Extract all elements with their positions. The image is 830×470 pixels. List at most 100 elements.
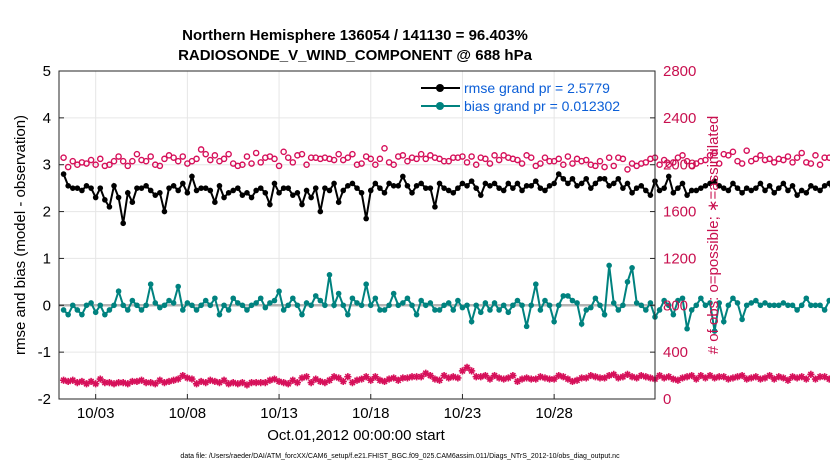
- bias-point: [730, 295, 736, 302]
- obs-assimilated-point: [821, 373, 829, 381]
- bias-point: [808, 302, 814, 309]
- legend-bias-marker: [436, 102, 444, 110]
- obs-assimilated-mark: [724, 375, 732, 383]
- rmse-point: [294, 190, 301, 196]
- bias-point: [725, 302, 732, 309]
- obs-assimilated-point: [422, 369, 430, 377]
- left-tick-label: -2: [38, 391, 51, 408]
- rmse-point: [757, 180, 764, 187]
- obs-possible-point: [225, 150, 232, 158]
- bias-point: [789, 302, 796, 309]
- bias-point: [647, 300, 654, 306]
- obs-assimilated-mark: [458, 367, 467, 375]
- obs-assimilated-point: [92, 380, 100, 388]
- obs-possible-point: [372, 161, 379, 169]
- bias-point: [468, 318, 475, 325]
- rmse-point: [661, 185, 667, 191]
- bias-point: [496, 307, 502, 313]
- obs-assimilated-point: [302, 373, 311, 381]
- obs-assimilated-mark: [743, 375, 751, 383]
- obs-possible-point: [358, 160, 365, 167]
- bias-point: [432, 307, 438, 313]
- obs-possible-point: [592, 162, 599, 170]
- obs-possible-point: [825, 154, 830, 161]
- bias-point: [65, 311, 71, 318]
- bias-point: [326, 272, 333, 278]
- bias-point: [487, 307, 493, 313]
- obs-assimilated-point: [481, 371, 489, 380]
- rmse-point: [207, 187, 214, 194]
- rmse-point: [253, 187, 259, 194]
- bias-point: [193, 307, 200, 313]
- obs-assimilated-mark: [495, 374, 503, 382]
- bias-point: [340, 302, 347, 309]
- obs-assimilated-point: [435, 376, 444, 384]
- bias-point: [716, 300, 722, 306]
- obs-assimilated-point: [642, 373, 650, 381]
- left-tick-label: 2: [43, 204, 51, 221]
- obs-possible-point: [161, 155, 168, 163]
- bias-point: [244, 307, 250, 313]
- obs-possible-point: [679, 152, 686, 159]
- rmse-point: [569, 175, 576, 182]
- obs-possible-point: [555, 155, 563, 163]
- obs-possible-point: [422, 155, 430, 163]
- rmse-point: [418, 180, 424, 187]
- bias-point: [335, 290, 342, 297]
- obs-assimilated-point: [747, 374, 755, 382]
- obs-assimilated-mark: [477, 373, 485, 381]
- obs-assimilated-mark: [339, 377, 347, 386]
- bias-point: [106, 307, 113, 313]
- rmse-point: [533, 178, 539, 184]
- rmse-point: [400, 173, 406, 180]
- obs-assimilated-point: [225, 380, 233, 388]
- rmse-point: [546, 183, 553, 189]
- rmse-point: [432, 204, 438, 210]
- rmse-point: [221, 194, 227, 201]
- left-tick-label: 0: [43, 297, 51, 314]
- obs-assimilated-point: [261, 379, 269, 387]
- rmse-point: [202, 185, 209, 191]
- bias-point: [390, 290, 397, 297]
- rmse-point: [725, 187, 732, 194]
- rmse-point: [69, 185, 76, 191]
- bias-point: [157, 304, 163, 311]
- rmse-point: [193, 187, 200, 194]
- obs-possible-point: [142, 157, 150, 165]
- obs-assimilated-point: [486, 375, 494, 383]
- obs-assimilated-mark: [275, 377, 283, 386]
- bias-point: [377, 307, 383, 313]
- rmse-point: [312, 185, 319, 191]
- bias-point: [303, 300, 310, 306]
- obs-assimilated-point: [811, 375, 820, 383]
- rmse-point: [785, 187, 791, 194]
- obs-assimilated-mark: [747, 374, 755, 382]
- obs-possible-point: [766, 155, 773, 163]
- rmse-point: [491, 180, 498, 187]
- obs-assimilated-mark: [578, 374, 586, 382]
- bias-point: [280, 307, 287, 313]
- obs-assimilated-mark: [816, 373, 824, 381]
- obs-possible-point: [248, 160, 255, 167]
- rmse-point: [239, 192, 246, 198]
- obs-assimilated-mark: [266, 376, 274, 384]
- bias-point: [455, 297, 461, 304]
- x-axis-ticks: 10/03 10/08 10/13 10/18 10/23 10/28: [77, 394, 573, 422]
- obs-assimilated-mark: [335, 374, 343, 382]
- obs-possible-point: [344, 154, 352, 161]
- bias-point: [299, 311, 305, 318]
- bias-point: [253, 300, 259, 306]
- obs-assimilated-point: [266, 376, 274, 384]
- obs-assimilated-point: [348, 379, 357, 387]
- obs-assimilated-point: [353, 376, 361, 384]
- obs-assimilated-mark: [206, 376, 214, 384]
- bias-point: [643, 307, 649, 313]
- rmse-point: [216, 183, 223, 189]
- rmse-point: [748, 187, 755, 194]
- obs-possible-point: [367, 155, 375, 163]
- obs-assimilated-mark: [449, 373, 457, 381]
- obs-assimilated-point: [582, 374, 590, 382]
- obs-assimilated-mark: [87, 377, 95, 386]
- bias-point: [212, 295, 218, 302]
- right-tick-label: 1200: [663, 250, 696, 267]
